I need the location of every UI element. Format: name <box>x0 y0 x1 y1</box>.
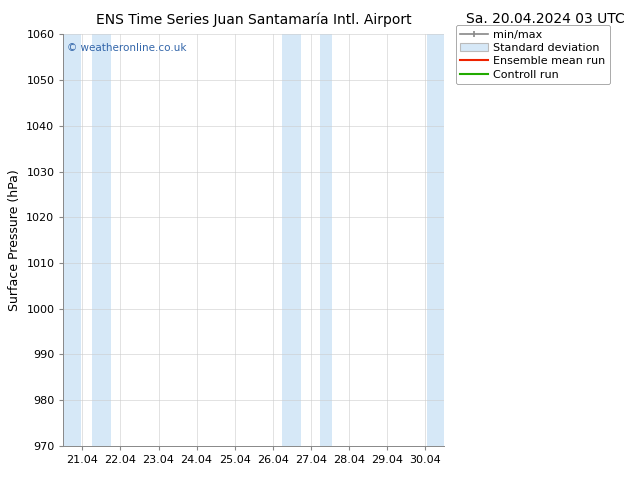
Bar <box>320 34 332 446</box>
Bar <box>427 34 444 446</box>
Bar <box>92 34 111 446</box>
Text: Sa. 20.04.2024 03 UTC: Sa. 20.04.2024 03 UTC <box>466 12 624 26</box>
Bar <box>63 34 81 446</box>
Bar <box>282 34 301 446</box>
Y-axis label: Surface Pressure (hPa): Surface Pressure (hPa) <box>8 169 21 311</box>
Text: ENS Time Series Juan Santamaría Intl. Airport: ENS Time Series Juan Santamaría Intl. Ai… <box>96 12 411 27</box>
Text: © weatheronline.co.uk: © weatheronline.co.uk <box>67 43 186 52</box>
Legend: min/max, Standard deviation, Ensemble mean run, Controll run: min/max, Standard deviation, Ensemble me… <box>456 25 610 84</box>
